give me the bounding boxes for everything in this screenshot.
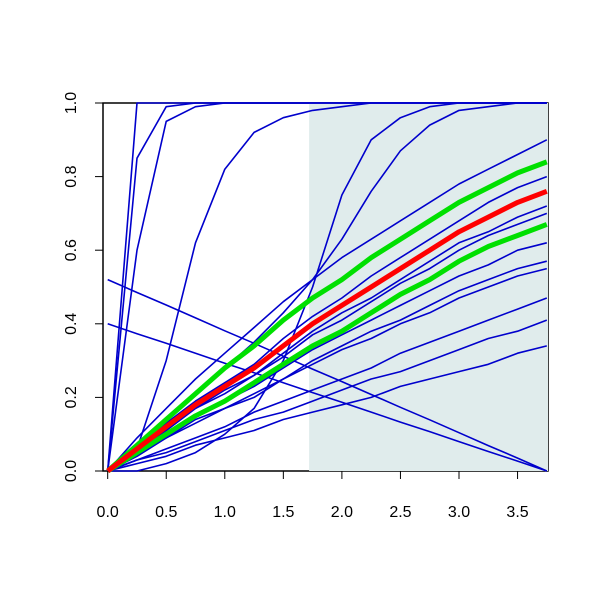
y-tick-label: 0.2: [63, 386, 80, 408]
y-tick-label: 0.4: [63, 313, 80, 335]
x-tick-label: 3.5: [506, 504, 528, 521]
series-line: [107, 345, 547, 472]
x-tick-label: 0.0: [97, 504, 119, 521]
series-line: [107, 212, 548, 472]
series-line: [107, 323, 548, 472]
series-line: [106, 159, 548, 473]
series-line: [107, 319, 548, 472]
series-line: [107, 260, 547, 472]
x-tick-label: 2.5: [389, 504, 411, 521]
y-tick-label: 0.6: [63, 239, 80, 261]
y-tick-label: 1.0: [63, 92, 80, 114]
series-line: [107, 297, 548, 472]
series-line: [106, 222, 548, 474]
y-tick-label: 0.8: [63, 165, 80, 187]
x-tick-label: 1.5: [272, 504, 294, 521]
x-tick-label: 3.0: [448, 504, 470, 521]
series-line: [107, 139, 548, 472]
x-tick-label: 1.0: [214, 504, 236, 521]
series-line: [107, 175, 548, 472]
series-line: [107, 278, 548, 472]
series-line: [107, 102, 547, 472]
shaded-region: [309, 103, 548, 471]
x-tick-label: 2.0: [331, 504, 353, 521]
x-tick-label: 0.5: [155, 504, 177, 521]
y-tick-label: 0.0: [63, 460, 80, 482]
series-line: [106, 188, 548, 473]
series-line: [107, 267, 547, 472]
